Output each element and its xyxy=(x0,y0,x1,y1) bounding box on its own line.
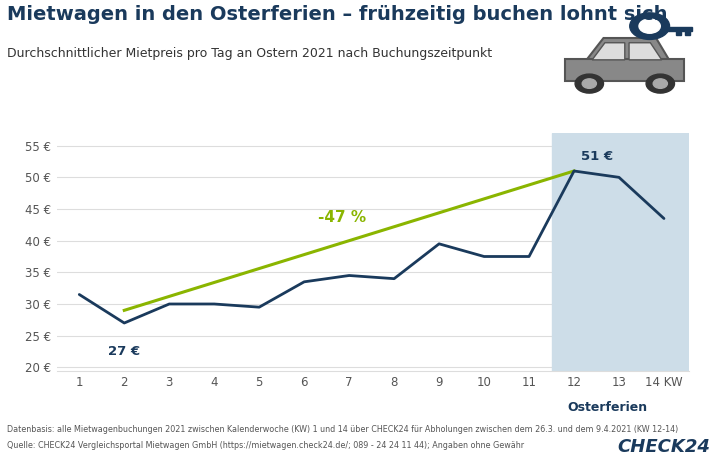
Polygon shape xyxy=(592,43,625,60)
Text: 27 €: 27 € xyxy=(108,345,141,358)
Bar xyxy=(664,27,692,31)
Circle shape xyxy=(646,74,674,93)
Circle shape xyxy=(582,79,596,88)
Text: Durchschnittlicher Mietpreis pro Tag an Ostern 2021 nach Buchungszeitpunkt: Durchschnittlicher Mietpreis pro Tag an … xyxy=(7,48,492,60)
Circle shape xyxy=(653,79,667,88)
Circle shape xyxy=(639,19,660,33)
Circle shape xyxy=(575,74,604,93)
Text: Mietwagen in den Osterferien – frühzeitig buchen lohnt sich: Mietwagen in den Osterferien – frühzeiti… xyxy=(7,5,667,24)
Text: Quelle: CHECK24 Vergleichsportal Mietwagen GmbH (https://mietwagen.check24.de/; : Quelle: CHECK24 Vergleichsportal Mietwag… xyxy=(7,441,524,450)
Polygon shape xyxy=(565,59,684,81)
Polygon shape xyxy=(629,43,662,60)
Bar xyxy=(676,31,681,35)
Bar xyxy=(552,133,689,370)
Text: 51 €: 51 € xyxy=(581,150,613,163)
Polygon shape xyxy=(585,38,670,62)
Text: Datenbasis: alle Mietwagenbuchungen 2021 zwischen Kalenderwoche (KW) 1 und 14 üb: Datenbasis: alle Mietwagenbuchungen 2021… xyxy=(7,425,678,434)
Text: CHECK24: CHECK24 xyxy=(618,438,710,456)
Text: Osterferien: Osterferien xyxy=(567,401,647,414)
Bar xyxy=(685,31,690,35)
Circle shape xyxy=(630,13,670,39)
Text: -47 %: -47 % xyxy=(317,210,366,225)
